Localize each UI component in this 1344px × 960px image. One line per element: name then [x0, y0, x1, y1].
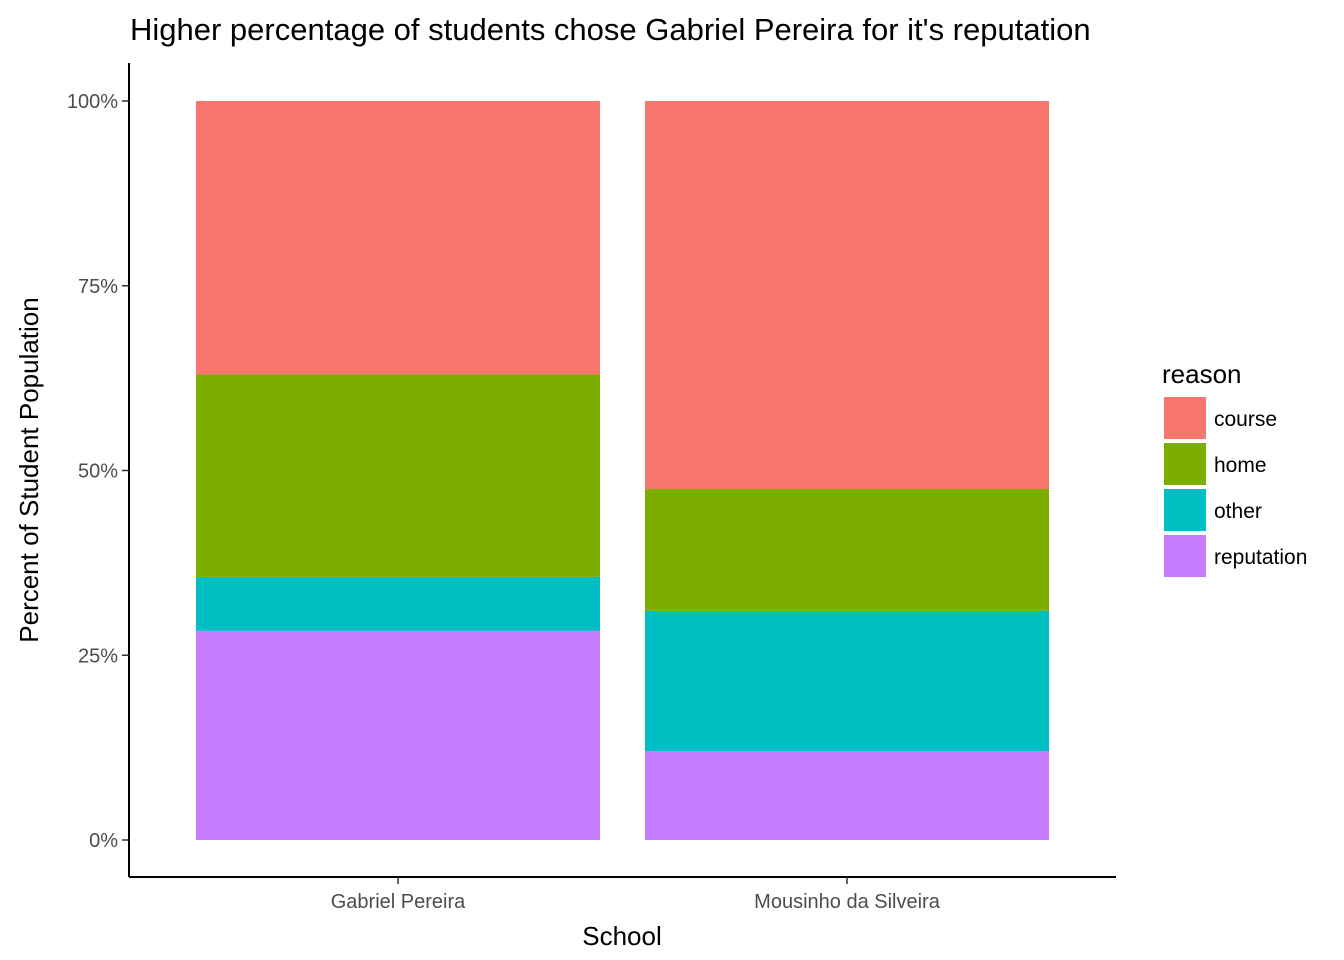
bar-segment-reputation-2	[645, 751, 1049, 840]
legend-key-course	[1164, 397, 1206, 439]
y-tick-label: 75%	[78, 276, 118, 298]
y-tick-label: 100%	[67, 91, 118, 113]
y-axis-title: Percent of Student Population	[14, 297, 44, 642]
legend-key-other	[1164, 489, 1206, 531]
bar-segment-home-2	[645, 488, 1049, 611]
bars-layer	[196, 101, 1049, 840]
bar-segment-other-2	[645, 610, 1049, 752]
bar-segment-course-1	[196, 101, 600, 375]
x-axis-title: School	[582, 921, 662, 951]
x-tick-label: Mousinho da Silveira	[754, 891, 941, 913]
legend-label-course: course	[1214, 408, 1277, 431]
y-axis: 0% 25% 50% 75% 100%	[67, 63, 130, 877]
y-tick-label: 0%	[89, 830, 118, 852]
legend-key-home	[1164, 443, 1206, 485]
x-axis: Gabriel Pereira Mousinho da Silveira	[129, 876, 1116, 913]
legend-key-reputation	[1164, 535, 1206, 577]
bar-segment-reputation-1	[196, 630, 600, 840]
legend: reason course home other reputation	[1162, 359, 1307, 577]
bar-segment-other-1	[196, 576, 600, 631]
legend-label-reputation: reputation	[1214, 546, 1307, 569]
y-tick-label: 50%	[78, 461, 118, 483]
legend-label-other: other	[1214, 500, 1262, 523]
x-tick-label: Gabriel Pereira	[331, 891, 466, 913]
legend-title: reason	[1162, 359, 1242, 389]
legend-label-home: home	[1214, 454, 1267, 477]
bar-segment-course-2	[645, 101, 1049, 489]
chart-title: Higher percentage of students chose Gabr…	[130, 12, 1091, 47]
bar-segment-home-1	[196, 374, 600, 577]
y-tick-label: 25%	[78, 645, 118, 667]
